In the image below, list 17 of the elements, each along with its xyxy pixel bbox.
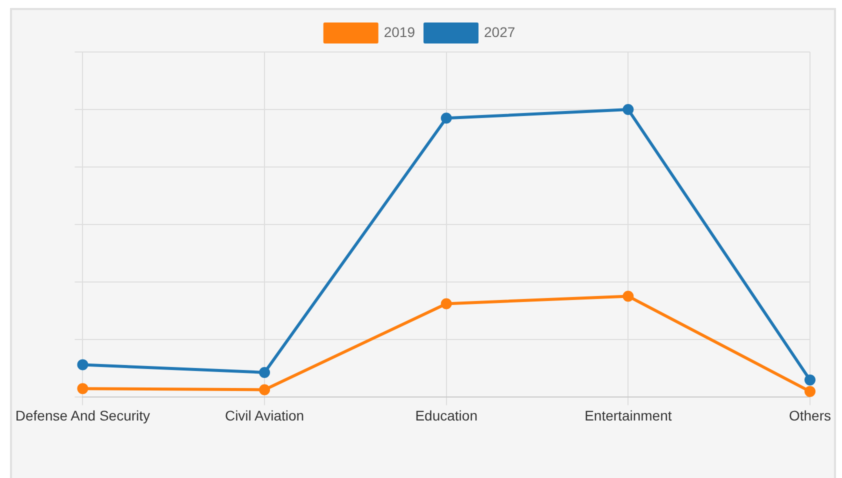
point [440,112,452,124]
point [804,374,816,386]
x-tick-label: Others [788,407,831,424]
point [259,384,270,396]
point [77,359,88,370]
point [622,104,634,116]
point [440,298,452,310]
x-tick-label: Civil Aviation [224,407,304,424]
x-tick-label: Entertainment [584,407,672,424]
point [259,366,270,378]
x-tick-label: Defense And Security [15,407,150,424]
legend-label: 2019 [384,24,416,40]
point [77,383,88,394]
legend-label: 2027 [484,24,516,40]
point [622,290,634,302]
point [804,386,816,397]
x-tick-label: Education [415,407,478,424]
